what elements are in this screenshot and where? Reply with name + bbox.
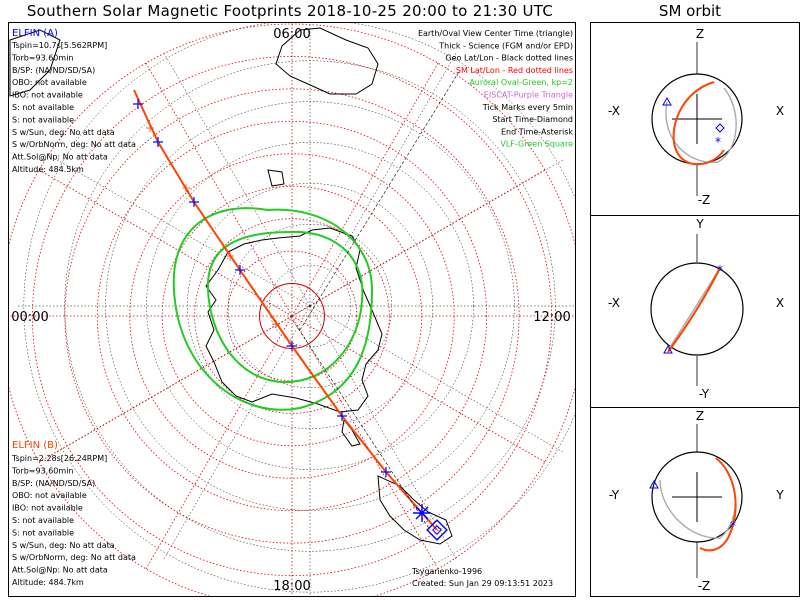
legend-item: Thick - Science (FGM and/or EPD): [438, 41, 573, 50]
tick-mark: [381, 467, 391, 477]
info-line: Altitude: 484.5km: [12, 165, 84, 174]
elfin-b-info: Tspin=2.28s[26.24RPM] Torb=93.60min B/SP: …: [11, 454, 136, 587]
legend-item: Auroral Oval-Green, kp=2: [469, 78, 573, 87]
info-line: Altitude: 484.7km: [12, 578, 84, 587]
elfin-a-info: Tspin=10.7s[5.562RPM] Torb=93.60min B/SP: …: [11, 41, 136, 174]
model-credit: Tsyganenko-1996: [411, 567, 482, 576]
tick-mark-b: [146, 124, 154, 132]
sm-mlt-spoke: [291, 62, 439, 317]
mlt-label-right: 12:00: [533, 310, 570, 325]
info-line: B/SP: (NA/ND/SD/SA): [12, 479, 95, 488]
view-center-line: [289, 315, 431, 531]
geo-lon-line: [309, 52, 457, 307]
track-ticks: [133, 99, 391, 477]
panel-separator: [590, 407, 800, 408]
legend-item: SM Lat/Lon - Red dotted lines: [456, 66, 573, 75]
australia-coast: [275, 27, 379, 95]
mlt-label-bottom: 18:00: [273, 579, 310, 594]
info-line: S w/Sun, deg: No att data: [12, 541, 115, 550]
info-line: B/SP: (NA/ND/SD/SA): [12, 66, 95, 75]
antarctica-coast: [205, 227, 383, 413]
tick-mark: [189, 197, 199, 207]
elfin-b-title: ELFIN (B): [12, 440, 58, 451]
info-line: S: not available: [12, 528, 74, 537]
info-line: S w/Sun, deg: No att data: [12, 128, 115, 137]
auroral-oval-inner: [206, 230, 364, 384]
info-line: S: not available: [12, 115, 74, 124]
sm-lat-circle: [194, 218, 390, 414]
tick-mark-b: [182, 184, 190, 192]
tick-mark: [153, 137, 163, 147]
legend-item: Start Time-Diamond: [492, 115, 573, 124]
sm-lat-circle: [96, 120, 488, 512]
coastlines: [9, 27, 453, 545]
tasmania-coast: [267, 169, 285, 187]
auroral-oval: [172, 207, 374, 411]
info-line: OBO: not available: [12, 491, 87, 500]
legend: Earth/Oval View Center Time (triangle) Th…: [418, 29, 573, 149]
view-center-line: [299, 69, 461, 331]
tick-mark-b: [226, 252, 234, 260]
info-line: Tspin=10.7s[5.562RPM]: [11, 41, 107, 50]
panel-separator: [590, 215, 800, 216]
tick-mark: [337, 411, 347, 421]
south-america-coast: [377, 475, 453, 545]
info-line: S: not available: [12, 103, 74, 112]
legend-item: VLF-Green Square: [500, 140, 573, 149]
legend-item: Geo Lat/Lon - Black dotted lines: [445, 54, 573, 63]
legend-item: EISCAT-Purple Triangle: [484, 91, 573, 100]
info-line: IBO: not available: [12, 91, 83, 100]
info-line: Torb=93.60min: [11, 466, 73, 475]
info-line: S w/OrbNorm, deg: No att data: [12, 553, 136, 562]
info-line: S w/OrbNorm, deg: No att data: [12, 140, 136, 149]
geo-lat-circle: [146, 142, 474, 470]
map-frame: [8, 22, 576, 597]
legend-item: End Time-Asterisk: [501, 127, 573, 136]
info-line: Tspin=2.28s[26.24RPM]: [11, 454, 107, 463]
geo-grid: [18, 23, 575, 596]
orbit-title: SM orbit: [658, 2, 722, 20]
tick-mark: [235, 265, 245, 275]
legend-item: Tick Marks every 5min: [482, 103, 573, 112]
auroral-oval-outer: [172, 207, 374, 411]
main-title: Southern Solar Magnetic Footprints 2018-…: [26, 2, 554, 20]
sm-lat-circle: [64, 88, 520, 544]
tick-mark-b: [272, 320, 280, 328]
start-diamond: [426, 519, 448, 541]
info-line: Torb=93.60min: [11, 53, 73, 62]
sm-grid: [9, 23, 575, 596]
geo-lon-line: [163, 52, 311, 307]
mlt-label-left: 00:00: [11, 310, 48, 325]
geo-lon-line: [309, 305, 457, 560]
info-line: IBO: not available: [12, 504, 83, 513]
elfin-a-title: ELFIN (A): [12, 28, 58, 39]
tick-mark: [133, 99, 143, 109]
info-line: Att.Sol@Np: No att data: [12, 153, 108, 162]
mlt-label-top: 06:00: [273, 27, 310, 42]
end-asterisk: [413, 504, 431, 522]
info-line: OBO: not available: [12, 78, 87, 87]
info-line: Att.Sol@Np: No att data: [12, 566, 108, 575]
legend-item: Earth/Oval View Center Time (triangle): [418, 29, 573, 38]
info-line: S: not available: [12, 516, 74, 525]
tick-mark: [287, 341, 297, 351]
geo-lat-circle: [23, 23, 575, 593]
created-timestamp: Created: Sun Jan 29 09:13:51 2023: [412, 579, 553, 588]
africa-coast: [9, 29, 61, 97]
peninsula-coast: [341, 418, 361, 447]
